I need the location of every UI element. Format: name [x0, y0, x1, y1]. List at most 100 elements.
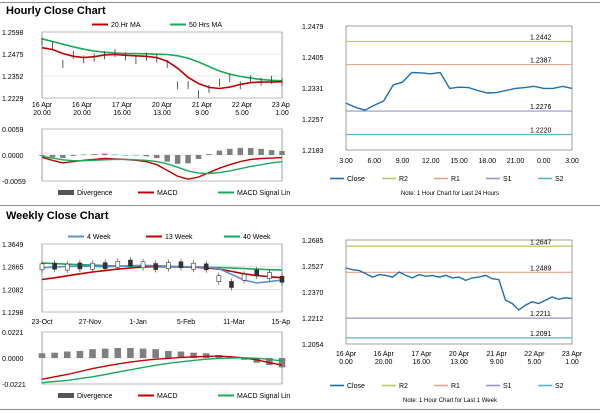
- weekly-pivot-legend-label: S2: [555, 383, 564, 390]
- weekly-pivot-ytick-label: 1.2212: [302, 316, 324, 323]
- weekly-ma-candle-body: [203, 263, 209, 271]
- weekly-ma-legend-label: 13 Week: [165, 234, 193, 241]
- top-rule: [0, 2, 600, 3]
- hourly-pivot-ytick-label: 1.2183: [302, 148, 324, 155]
- bottom-rule: [0, 409, 600, 410]
- weekly-pivot-xtick-label: 16 Apr: [336, 351, 357, 358]
- weekly-macd-divergence-bar: [190, 352, 197, 358]
- hourly-macd-divergence-bar: [49, 155, 56, 158]
- weekly-ma-candle-body: [52, 262, 57, 270]
- weekly-macd-divergence-bar: [177, 351, 185, 358]
- hourly-section-title: Hourly Close Chart: [6, 5, 106, 17]
- weekly-macd-divergence-bar: [38, 353, 46, 358]
- hourly-ma-xtick-label: 20 Apr: [152, 102, 173, 109]
- weekly-ma-candle-body: [153, 263, 158, 270]
- weekly-ma-candle-body: [77, 262, 83, 270]
- weekly-macd-divergence-bar: [139, 348, 147, 358]
- weekly-pivot-xtick-label: 23 Apr: [562, 351, 583, 358]
- hourly-ma-xtick-label: 5.00: [235, 110, 249, 117]
- weekly-pivot-level-label: 1.2489: [530, 265, 552, 272]
- hourly-ma-ytick-label: 1.2352: [2, 74, 24, 81]
- weekly-pivot-xtick-label: 22 Apr: [524, 351, 545, 358]
- hourly-pivot-legend-label: S2: [555, 176, 564, 183]
- hourly-ma-xtick-label: 16 Apr: [72, 102, 93, 109]
- weekly-ma-legend-label: 40 Week: [243, 234, 271, 241]
- weekly-macd-chart: 0.0221 0.0000 -0.0221 Divergence MACD MACD Si…: [2, 330, 290, 400]
- hourly-ma20-line: [41, 46, 283, 90]
- hourly-ma-chart: 1.2598 1.2475 1.2352 1.2229 20 Hr MA 50 Hrs M…: [2, 22, 290, 117]
- hourly-ma-xtick-label: 16 Apr: [32, 102, 53, 109]
- weekly-pivot-close-line: [345, 267, 573, 311]
- hourly-pivot-level-label: 1.2442: [530, 35, 552, 42]
- hourly-macd-divergence-bar: [195, 155, 202, 159]
- weekly-ma-ytick-label: 1.1298: [2, 310, 24, 317]
- weekly-ma-candle-body: [102, 262, 108, 269]
- weekly-macd-divergence-bar: [51, 352, 58, 358]
- hourly-macd-divergence-bar: [70, 155, 77, 156]
- weekly-pivot-legend-label: S1: [503, 383, 512, 390]
- weekly-macd-divergence-bar: [114, 348, 122, 358]
- weekly-macd-ytick-label: -0.0221: [2, 382, 26, 389]
- hourly-macd-ytick-label: 0.0000: [2, 153, 24, 160]
- weekly-ma-candle-body: [241, 273, 247, 281]
- hourly-ma-legend-label: 20 Hr MA: [111, 22, 141, 29]
- weekly-ma-ytick-label: 1.2082: [2, 287, 24, 294]
- weekly-macd-legend-label: MACD: [157, 393, 178, 400]
- weekly-pivot-legend-label: R2: [399, 383, 408, 390]
- hourly-macd-divergence-bar: [279, 151, 285, 155]
- weekly-ma-candle-body: [279, 275, 285, 283]
- weekly-macd-divergence-bar: [127, 348, 134, 358]
- weekly-ma-candle-body: [39, 263, 45, 271]
- hourly-ma-xtick-label: 22 Apr: [232, 102, 253, 109]
- weekly-ma-ytick-label: 1.2865: [2, 265, 24, 272]
- hourly-macd-divergence-bar: [164, 155, 170, 162]
- weekly-ma-candle-body: [140, 261, 146, 269]
- hourly-macd-divergence-bar: [122, 155, 129, 156]
- hourly-ma-xtick-label: 1.00: [275, 110, 289, 117]
- weekly-ma-candle-body: [64, 263, 70, 271]
- weekly-pivot-xtick-label: 1.00: [565, 359, 579, 366]
- hourly-ma50-line: [41, 38, 283, 82]
- hourly-ma-ytick-label: 1.2229: [2, 96, 24, 103]
- weekly-ma-xtick-label: 1-Jan: [129, 319, 147, 326]
- hourly-macd-ytick-label: -0.0059: [2, 179, 26, 186]
- weekly-ma-candle-body: [115, 260, 121, 268]
- hourly-pivot-xtick-label: 15.00: [450, 158, 468, 165]
- hourly-pivot-xtick-label: 6.00: [367, 158, 381, 165]
- weekly-pivot-xtick-label: 20.00: [375, 359, 393, 366]
- hourly-ma-legend-label: 50 Hrs MA: [189, 22, 222, 29]
- weekly-ma-legend-label: 4 Week: [87, 234, 111, 241]
- weekly-pivot-xtick-label: 9.00: [490, 359, 504, 366]
- weekly-ma-candle-body: [166, 262, 171, 269]
- hourly-macd-divergence-bar: [91, 154, 97, 155]
- weekly-macd-ytick-label: 0.0000: [2, 356, 24, 363]
- hourly-pivot-xtick-label: 3.00: [339, 158, 353, 165]
- section-divider: [0, 205, 600, 206]
- weekly-pivot-xtick-label: 20 Apr: [449, 351, 470, 358]
- weekly-pivot-legend-label: Close: [347, 383, 365, 390]
- weekly-ma-candle-body: [216, 275, 222, 282]
- weekly-pivot-xtick-label: 16 Apr: [374, 351, 395, 358]
- hourly-macd-legend-label: MACD: [157, 190, 178, 197]
- hourly-macd-ytick-label: 0.0059: [2, 127, 24, 134]
- hourly-pivot-legend-label: Close: [347, 176, 365, 183]
- weekly-macd-legend-label: Divergence: [77, 393, 113, 400]
- weekly-pivot-ytick-label: 1.2685: [302, 238, 324, 245]
- hourly-ma-ytick-label: 1.2598: [2, 30, 24, 37]
- hourly-pivot-legend-label: R1: [451, 176, 460, 183]
- weekly-pivot-xtick-label: 17 Apr: [411, 351, 432, 358]
- weekly-ma-candle-body: [90, 262, 95, 270]
- hourly-pivot-ytick-label: 1.2257: [302, 117, 324, 124]
- hourly-pivot-xtick-label: 18.00: [478, 158, 496, 165]
- hourly-macd-divergence-bar: [216, 150, 223, 155]
- hourly-ma-xtick-label: 13.00: [153, 110, 171, 117]
- hourly-macd-legend-swatch: [58, 190, 74, 195]
- weekly-macd-divergence-bar: [89, 349, 96, 358]
- weekly-pivot-ytick-label: 1.2054: [302, 342, 324, 349]
- weekly-macd-divergence-bar: [240, 358, 248, 360]
- hourly-ma-plot-frame: [41, 31, 283, 99]
- weekly-pivot-ytick-label: 1.2527: [302, 264, 324, 271]
- weekly-macd-divergence-bar: [278, 358, 286, 368]
- hourly-ma-xtick-label: 23 Apr: [272, 102, 290, 109]
- hourly-macd-divergence-bar: [268, 150, 275, 155]
